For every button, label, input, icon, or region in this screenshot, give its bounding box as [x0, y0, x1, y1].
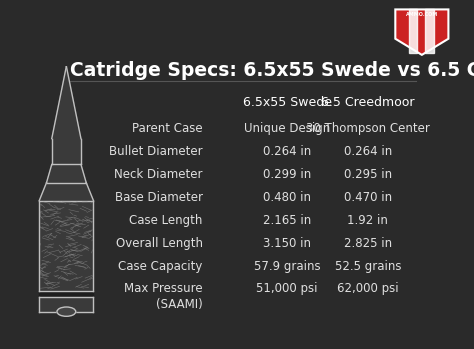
- Text: 0.295 in: 0.295 in: [344, 168, 392, 181]
- Polygon shape: [46, 164, 86, 183]
- Text: 51,000 psi: 51,000 psi: [256, 282, 318, 295]
- Text: 62,000 psi: 62,000 psi: [337, 282, 399, 295]
- Polygon shape: [52, 66, 81, 139]
- Text: Catridge Specs: 6.5x55 Swede vs 6.5 Creedmoor: Catridge Specs: 6.5x55 Swede vs 6.5 Cree…: [70, 61, 474, 80]
- Text: AMMO.COM: AMMO.COM: [406, 12, 438, 17]
- Text: 57.9 grains: 57.9 grains: [254, 260, 320, 273]
- Polygon shape: [39, 291, 93, 297]
- Text: Bullet Diameter: Bullet Diameter: [109, 145, 202, 158]
- Text: Overall Length: Overall Length: [116, 237, 202, 250]
- Polygon shape: [39, 201, 93, 291]
- Text: Parent Case: Parent Case: [132, 122, 202, 135]
- Text: 0.264 in: 0.264 in: [263, 145, 311, 158]
- Polygon shape: [409, 9, 417, 53]
- Polygon shape: [425, 9, 434, 53]
- Text: 6.5 Creedmoor: 6.5 Creedmoor: [321, 96, 415, 109]
- Circle shape: [57, 307, 76, 316]
- Text: 0.264 in: 0.264 in: [344, 145, 392, 158]
- Text: 1.92 in: 1.92 in: [347, 214, 388, 227]
- Text: 0.299 in: 0.299 in: [263, 168, 311, 181]
- Text: Unique Design: Unique Design: [244, 122, 330, 135]
- Text: Neck Diameter: Neck Diameter: [114, 168, 202, 181]
- Text: Case Capacity: Case Capacity: [118, 260, 202, 273]
- Text: 6.5x55 Swede: 6.5x55 Swede: [243, 96, 331, 109]
- Polygon shape: [395, 9, 448, 55]
- Polygon shape: [39, 297, 93, 312]
- Text: 2.825 in: 2.825 in: [344, 237, 392, 250]
- Text: 3.150 in: 3.150 in: [263, 237, 311, 250]
- Text: 0.470 in: 0.470 in: [344, 191, 392, 204]
- Text: Case Length: Case Length: [129, 214, 202, 227]
- Text: Max Pressure
(SAAMI): Max Pressure (SAAMI): [124, 282, 202, 311]
- Polygon shape: [52, 139, 81, 164]
- Text: 2.165 in: 2.165 in: [263, 214, 311, 227]
- Text: 52.5 grains: 52.5 grains: [335, 260, 401, 273]
- Text: 30 Thompson Center: 30 Thompson Center: [306, 122, 430, 135]
- Polygon shape: [39, 183, 93, 201]
- Text: 0.480 in: 0.480 in: [263, 191, 311, 204]
- Text: Base Diameter: Base Diameter: [115, 191, 202, 204]
